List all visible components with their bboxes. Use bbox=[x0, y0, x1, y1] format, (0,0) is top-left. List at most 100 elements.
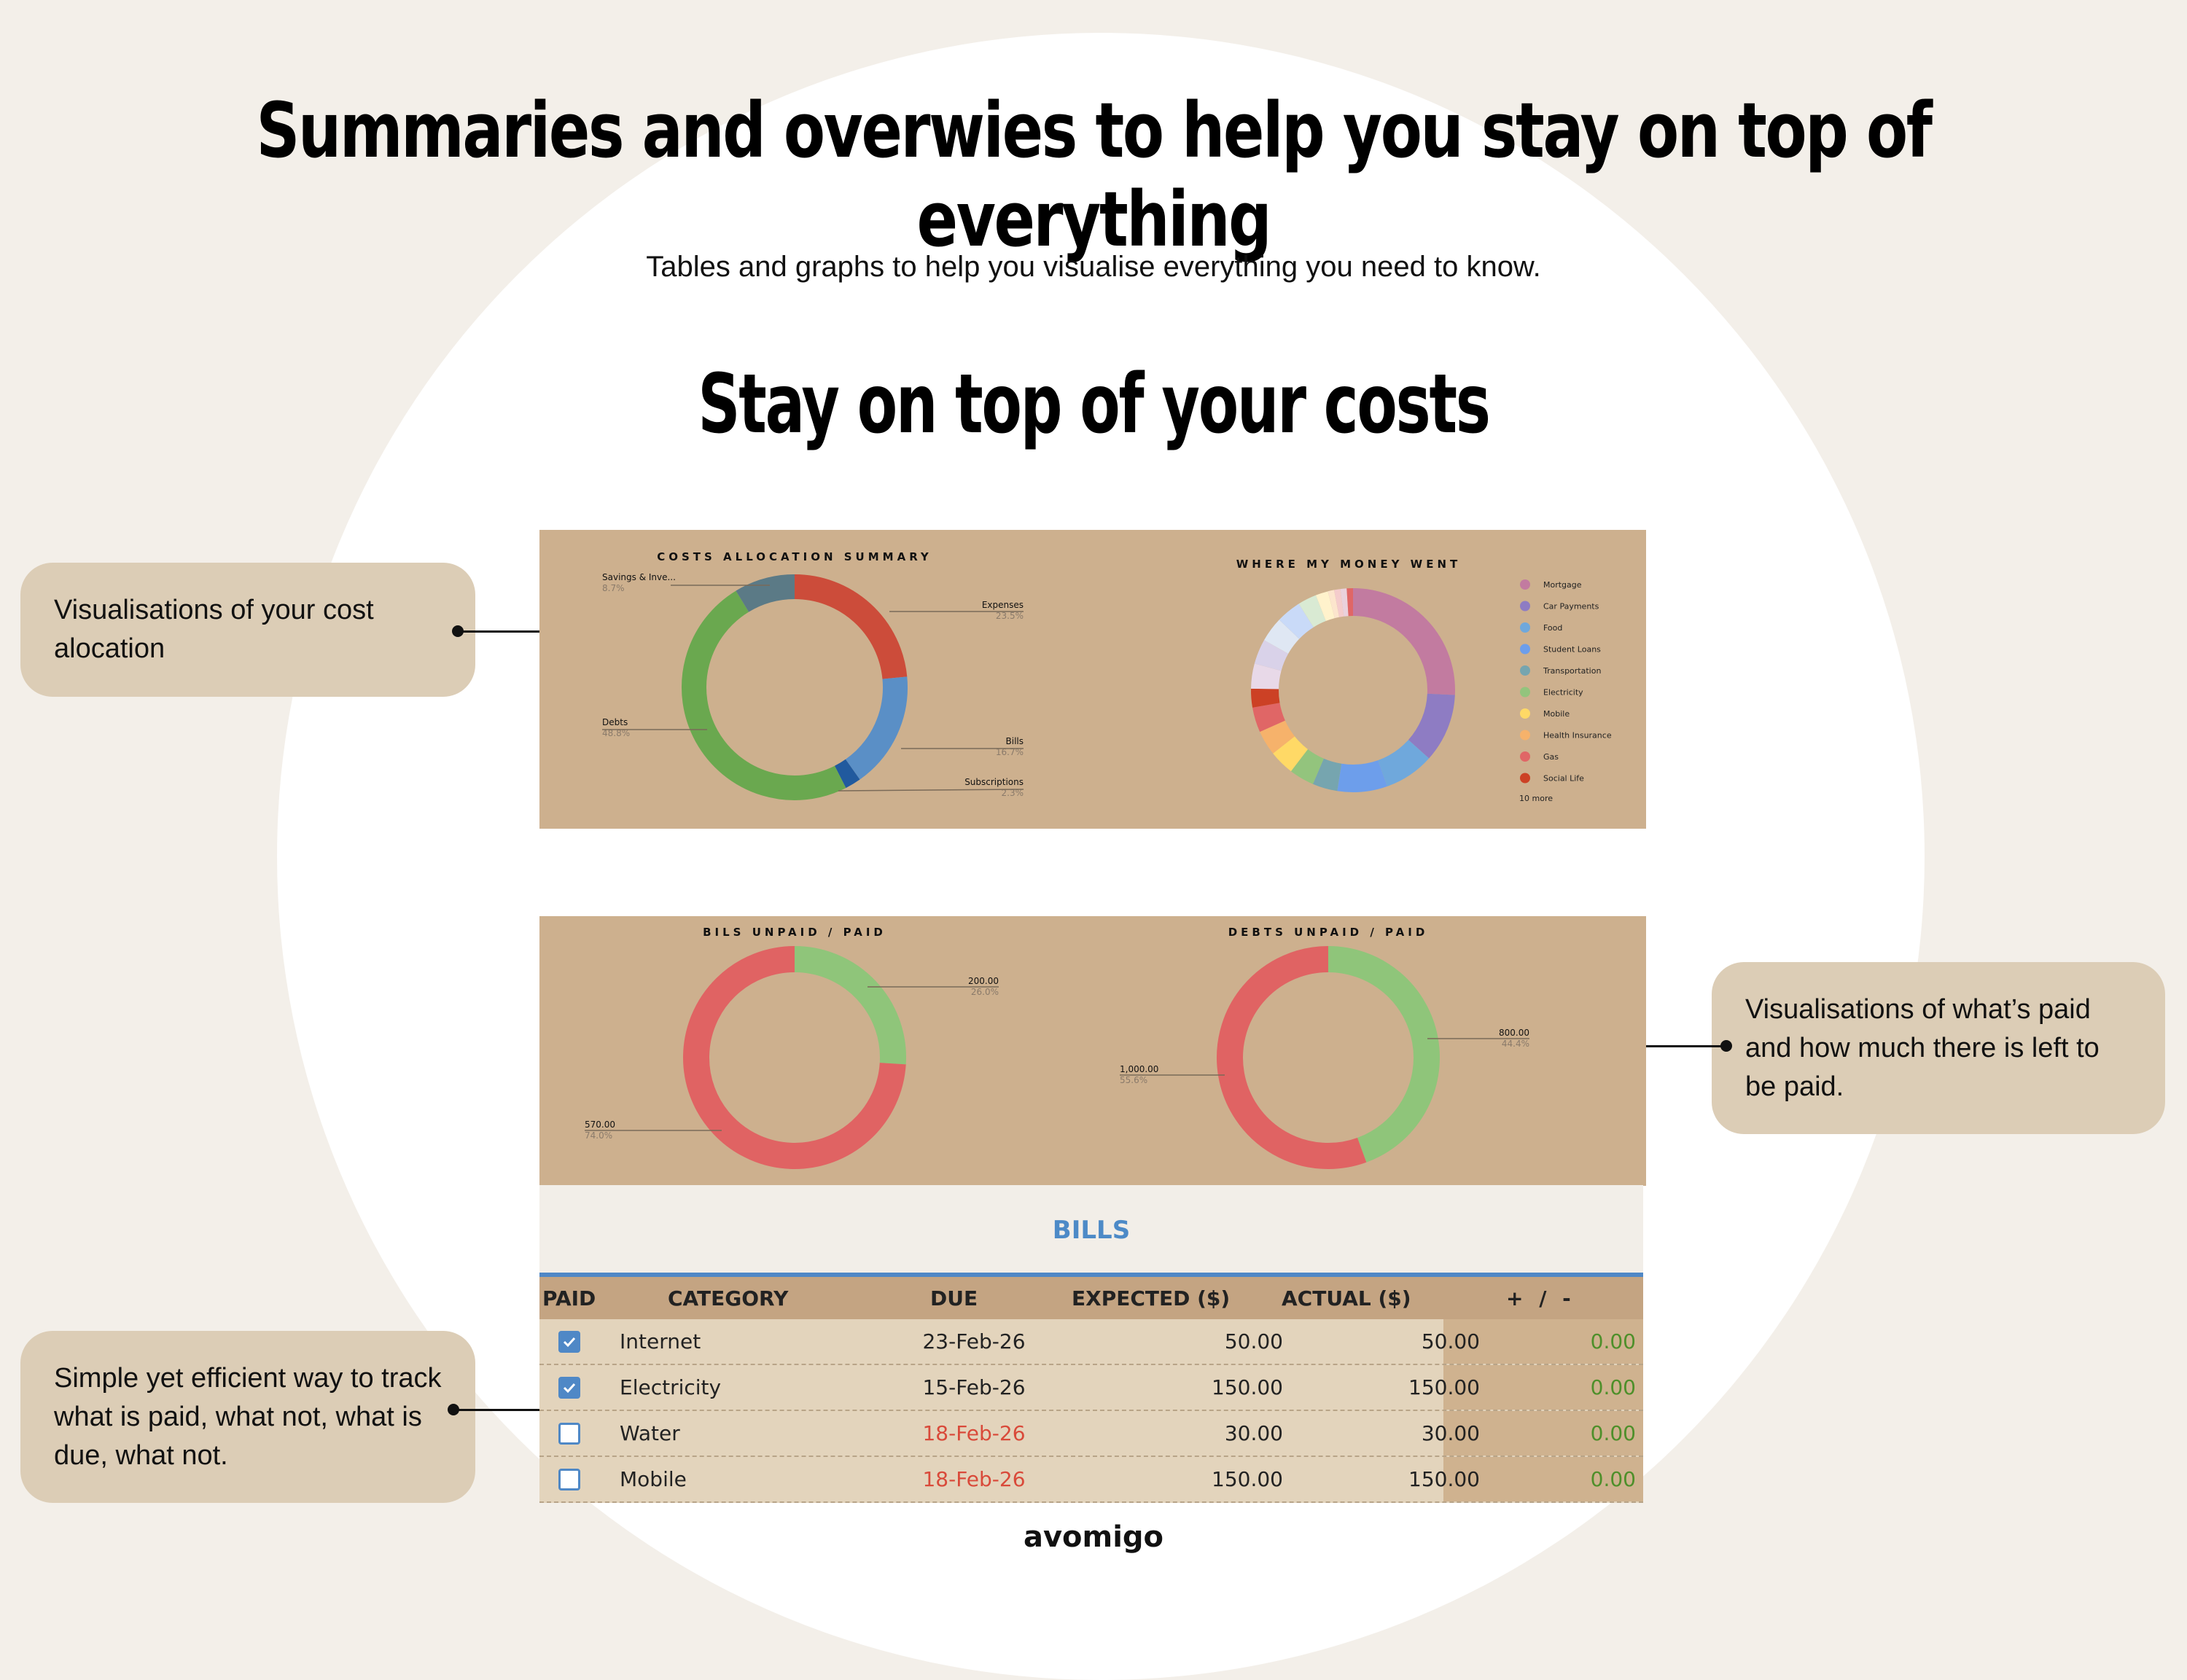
bill-category: Internet bbox=[620, 1319, 701, 1364]
bill-difference: 0.00 bbox=[1487, 1457, 1636, 1501]
money-slice-16 bbox=[1331, 603, 1336, 605]
column-header-paid: PAID bbox=[542, 1277, 596, 1319]
money-slice-10 bbox=[1265, 667, 1268, 689]
money-slice-11 bbox=[1268, 647, 1276, 668]
paid-checkbox[interactable] bbox=[558, 1423, 580, 1445]
costs-label-name: Subscriptions bbox=[964, 777, 1024, 787]
bills-chart-title: BILS UNPAID / PAID bbox=[703, 926, 886, 939]
costs-label-pct: 23.5% bbox=[996, 611, 1024, 621]
costs-slice-bills bbox=[853, 678, 895, 770]
debts-slice-1-000-00 bbox=[1230, 959, 1362, 1156]
paid-checkbox[interactable] bbox=[558, 1469, 580, 1490]
checkmark-icon bbox=[562, 1380, 577, 1395]
costs-slice-debts bbox=[694, 601, 841, 788]
debts-paid-pct: 44.4% bbox=[1502, 1039, 1529, 1049]
money-slice-gas bbox=[1266, 706, 1273, 727]
section-title: Stay on top of your costs bbox=[306, 357, 1881, 452]
debts-slice-800-00 bbox=[1328, 959, 1427, 1150]
brand-logo: avomigo bbox=[0, 1520, 2187, 1554]
column-header-actual: ACTUAL ($) bbox=[1282, 1277, 1411, 1319]
legend-swatch bbox=[1520, 644, 1530, 655]
bill-category: Electricity bbox=[620, 1365, 721, 1410]
legend-item: Electricity bbox=[1543, 688, 1583, 698]
money-slice-electricity bbox=[1299, 760, 1318, 771]
table-header-row: PAID CATEGORY DUE EXPECTED ($) ACTUAL ($… bbox=[539, 1277, 1643, 1319]
callout-track-text: Simple yet efficient way to track what i… bbox=[54, 1359, 442, 1475]
legend-item: Food bbox=[1543, 623, 1562, 633]
bill-difference: 0.00 bbox=[1487, 1319, 1636, 1364]
bills-title: BILLS bbox=[539, 1216, 1643, 1245]
bill-actual: 150.00 bbox=[1334, 1457, 1480, 1501]
column-header-expected: EXPECTED ($) bbox=[1072, 1277, 1230, 1319]
bill-difference: 0.00 bbox=[1487, 1411, 1636, 1456]
money-slice-food bbox=[1383, 749, 1419, 773]
costs-slice-subscriptions bbox=[841, 770, 853, 777]
bill-expected: 150.00 bbox=[1137, 1365, 1283, 1410]
column-header-due: DUE bbox=[930, 1277, 978, 1319]
legend-item: Student Loans bbox=[1543, 645, 1601, 655]
costs-slice-savings-inve bbox=[742, 587, 795, 601]
legend-more: 10 more bbox=[1519, 794, 1553, 803]
bill-due-date: 18-Feb-26 bbox=[901, 1457, 1047, 1501]
bills-paid-value: 200.00 bbox=[968, 976, 999, 986]
costs-label-name: Debts bbox=[602, 717, 628, 727]
money-slice-18 bbox=[1342, 602, 1347, 603]
paid-checkbox-cell bbox=[558, 1411, 580, 1456]
bills-header: BILLS bbox=[539, 1185, 1643, 1275]
callout-paid: Visualisations of what’s paid and how mu… bbox=[1712, 962, 2165, 1134]
column-header-category: CATEGORY bbox=[668, 1277, 788, 1319]
money-slice-mortgage bbox=[1353, 602, 1441, 695]
bill-due-date: 15-Feb-26 bbox=[901, 1365, 1047, 1410]
costs-label-leader bbox=[838, 789, 1024, 791]
checkmark-icon bbox=[562, 1335, 577, 1349]
paid-checkbox[interactable] bbox=[558, 1331, 580, 1353]
legend-item: Mobile bbox=[1543, 709, 1570, 719]
bills-slice-200-00 bbox=[795, 959, 893, 1063]
cost-charts-svg: COSTS ALLOCATION SUMMARY WHERE MY MONEY … bbox=[539, 530, 1646, 829]
legend-swatch bbox=[1520, 687, 1530, 698]
legend-item: Transportation bbox=[1543, 666, 1601, 676]
debts-unpaid-value: 1,000.00 bbox=[1120, 1064, 1158, 1074]
money-slice-14 bbox=[1306, 608, 1321, 615]
debts-paid-value: 800.00 bbox=[1499, 1028, 1529, 1038]
costs-label-name: Bills bbox=[1006, 736, 1024, 746]
legend-swatch bbox=[1520, 665, 1530, 676]
connector-line bbox=[458, 630, 550, 633]
legend-swatch bbox=[1520, 579, 1530, 590]
costs-label-name: Savings & Inve... bbox=[602, 572, 676, 582]
costs-label-name: Expenses bbox=[982, 600, 1024, 610]
paid-checkbox-cell bbox=[558, 1457, 580, 1501]
paid-charts-panel: BILS UNPAID / PAID DEBTS UNPAID / PAID 2… bbox=[539, 916, 1646, 1186]
page-title: Summaries and overwies to help you stay … bbox=[219, 86, 1968, 264]
bill-due-date: 18-Feb-26 bbox=[901, 1411, 1047, 1456]
bill-actual: 150.00 bbox=[1334, 1365, 1480, 1410]
money-slice-social-life bbox=[1265, 689, 1266, 705]
bill-expected: 50.00 bbox=[1137, 1319, 1283, 1364]
bill-category: Mobile bbox=[620, 1457, 687, 1501]
page-subtitle: Tables and graphs to help you visualise … bbox=[0, 251, 2187, 284]
bill-category: Water bbox=[620, 1411, 680, 1456]
money-slice-transportation bbox=[1318, 771, 1339, 777]
legend-swatch bbox=[1520, 601, 1530, 612]
legend-swatch bbox=[1520, 622, 1530, 633]
legend-item: Car Payments bbox=[1543, 602, 1599, 612]
paid-checkbox[interactable] bbox=[558, 1377, 580, 1399]
debts-chart-title: DEBTS UNPAID / PAID bbox=[1228, 926, 1429, 939]
money-slice-car-payments bbox=[1419, 695, 1441, 749]
bills-table: PAID CATEGORY DUE EXPECTED ($) ACTUAL ($… bbox=[539, 1273, 1643, 1503]
callout-allocation: Visualisations of your cost alocation bbox=[20, 563, 475, 697]
money-chart-title: WHERE MY MONEY WENT bbox=[1236, 558, 1462, 571]
legend-swatch bbox=[1520, 751, 1530, 762]
legend-item: Health Insurance bbox=[1543, 731, 1612, 741]
bills-unpaid-value: 570.00 bbox=[585, 1120, 615, 1130]
money-slice-mobile bbox=[1284, 745, 1299, 760]
paid-checkbox-cell bbox=[558, 1365, 580, 1410]
money-slice-13 bbox=[1289, 615, 1306, 629]
callout-paid-text: Visualisations of what’s paid and how mu… bbox=[1745, 991, 2132, 1106]
callout-track: Simple yet efficient way to track what i… bbox=[20, 1331, 475, 1503]
costs-slice-expenses bbox=[795, 587, 894, 678]
